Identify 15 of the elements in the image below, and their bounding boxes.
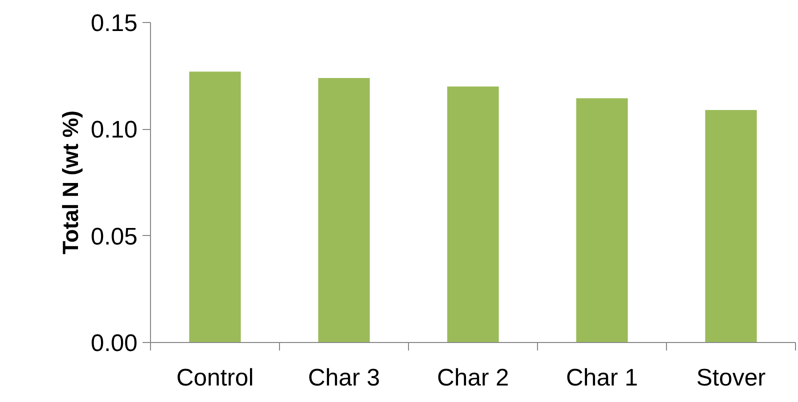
x-tick-label: Control — [176, 364, 254, 392]
y-tick-label: 0.05 — [90, 223, 138, 250]
y-tick-label: 0.15 — [90, 10, 138, 37]
y-tick-label: 0.00 — [90, 330, 138, 357]
x-tick-label: Char 3 — [308, 364, 380, 392]
y-axis-title: Total N (wt %) — [58, 110, 83, 254]
x-tick-label: Stover — [696, 364, 766, 392]
bar — [447, 86, 499, 342]
bar — [705, 110, 757, 342]
bar — [576, 98, 628, 342]
bar — [318, 78, 370, 342]
bar — [189, 72, 241, 342]
y-tick-label: 0.10 — [90, 116, 138, 144]
x-tick-label: Char 1 — [566, 364, 638, 392]
x-tick-label: Char 2 — [436, 364, 510, 392]
